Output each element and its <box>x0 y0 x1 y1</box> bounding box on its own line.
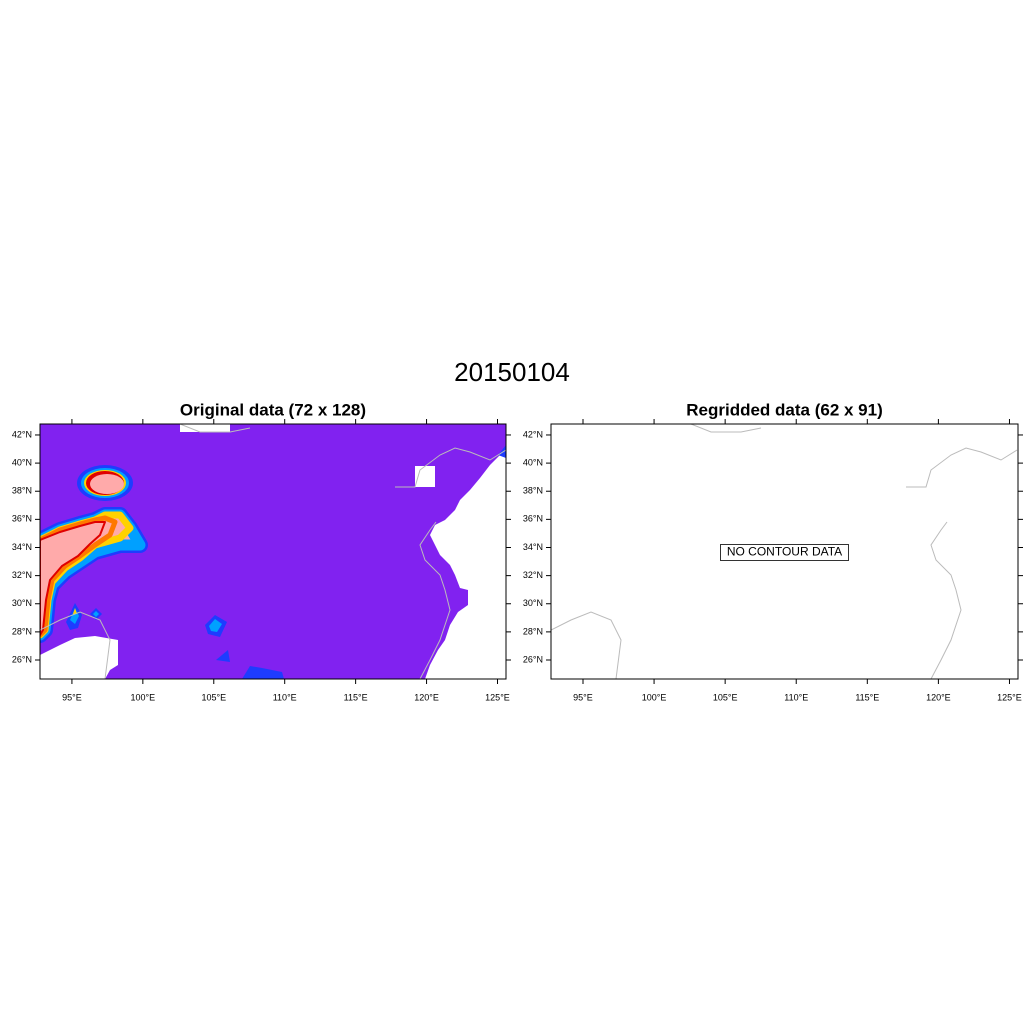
x-tick-label: 100°E <box>131 692 156 702</box>
annotation-box <box>720 544 849 561</box>
y-tick-label: 36°N <box>12 514 32 524</box>
x-tick-label: 105°E <box>713 692 738 702</box>
x-tick-label: 120°E <box>926 692 951 702</box>
y-tick-label: 30°N <box>523 598 543 608</box>
x-tick-label: 120°E <box>414 692 439 702</box>
x-tick-label: 95°E <box>62 692 82 702</box>
map-frame <box>550 423 1019 680</box>
y-tick-label: 40°N <box>12 457 32 467</box>
contour-fill <box>40 424 506 679</box>
y-tick-label: 28°N <box>12 626 32 636</box>
x-tick-label: 100°E <box>642 692 667 702</box>
x-tick-label: 125°E <box>997 692 1022 702</box>
x-tick-label: 125°E <box>485 692 510 702</box>
x-tick-label: 110°E <box>273 692 297 702</box>
x-tick-label: 115°E <box>855 692 879 702</box>
y-tick-label: 36°N <box>523 514 543 524</box>
y-tick-label: 28°N <box>523 626 543 636</box>
y-tick-label: 40°N <box>523 457 543 467</box>
y-tick-label: 34°N <box>12 542 32 552</box>
y-tick-label: 38°N <box>523 486 543 496</box>
y-tick-label: 32°N <box>523 570 543 580</box>
y-tick-label: 42°N <box>523 429 543 439</box>
figure-title: 20150104 <box>454 357 570 387</box>
y-tick-label: 26°N <box>523 654 543 664</box>
y-tick-label: 38°N <box>12 486 32 496</box>
panel-title: Original data (72 x 128) <box>180 400 366 419</box>
y-tick-label: 42°N <box>12 429 32 439</box>
x-tick-label: 115°E <box>344 692 368 702</box>
y-tick-label: 26°N <box>12 654 32 664</box>
x-tick-label: 110°E <box>784 692 808 702</box>
panel-title: Regridded data (62 x 91) <box>686 400 883 419</box>
x-tick-label: 105°E <box>201 692 226 702</box>
annotation: NO CONTOUR DATA <box>727 545 842 559</box>
map-frame <box>39 423 507 680</box>
x-tick-label: 95°E <box>573 692 593 702</box>
y-tick-label: 30°N <box>12 598 32 608</box>
y-tick-label: 34°N <box>523 542 543 552</box>
y-tick-label: 32°N <box>12 570 32 580</box>
